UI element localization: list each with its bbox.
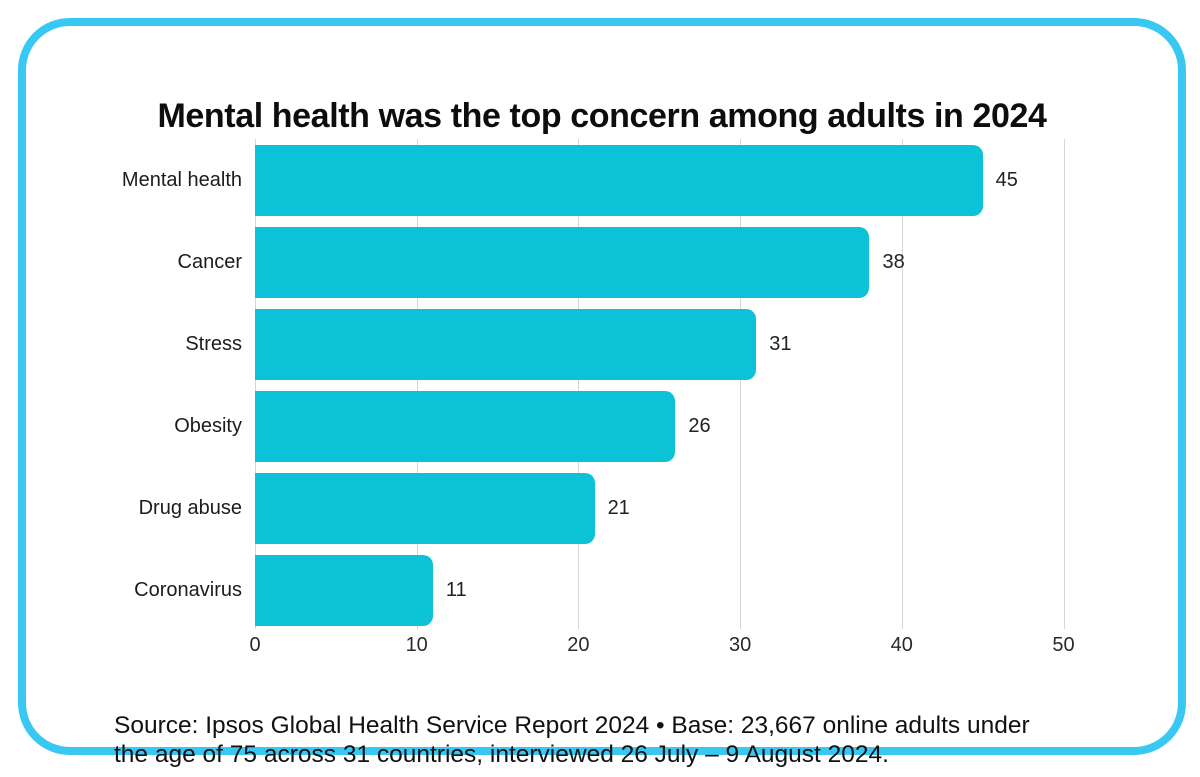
- category-label: Cancer: [177, 251, 242, 273]
- gridline: [255, 139, 256, 629]
- plot-area: 45 38 31 26 21 11: [255, 139, 1160, 629]
- bar-row: 38: [255, 227, 1160, 298]
- gridline: [901, 139, 903, 629]
- gridline: [578, 139, 580, 629]
- bar: [255, 309, 757, 380]
- gridline: [416, 139, 418, 629]
- gridline: [1063, 139, 1065, 629]
- bar: [255, 145, 983, 216]
- bar-value-label: 11: [445, 579, 467, 601]
- gridline: [740, 139, 742, 629]
- x-tick-label: 0: [249, 634, 261, 656]
- x-tick-label: 10: [405, 634, 428, 656]
- x-tick-label: 40: [890, 634, 913, 656]
- category-label: Mental health: [121, 169, 242, 191]
- bar-row: 26: [255, 391, 1160, 462]
- chart-card: Mental health was the top concern among …: [18, 18, 1186, 768]
- category-axis: Mental health Cancer Stress Obesity Drug abu…: [66, 141, 242, 629]
- x-tick-label: 30: [728, 634, 752, 656]
- category-label: Coronavirus: [134, 579, 242, 601]
- source-note: Source: Ipsos Global Health Service Repo…: [114, 711, 1154, 769]
- bar: [255, 473, 595, 544]
- category-label: Drug abuse: [138, 497, 242, 519]
- bar-value-label: 21: [607, 497, 630, 519]
- bar-value-label: 26: [688, 415, 711, 437]
- category-label: Obesity: [174, 415, 242, 437]
- bar-row: 11: [255, 555, 1160, 626]
- bar: [255, 391, 676, 462]
- source-line-1: Source: Ipsos Global Health Service Repo…: [114, 711, 1030, 739]
- category-label: Stress: [185, 333, 242, 355]
- chart-title: Mental health was the top concern among …: [157, 96, 1047, 135]
- source-line-2: the age of 75 across 31 countries, inter…: [114, 740, 889, 768]
- x-tick-label: 50: [1052, 634, 1075, 656]
- bar-value-label: 45: [995, 169, 1018, 191]
- value-axis: 0 10 20 30 40 50: [249, 634, 1160, 664]
- x-tick-label: 20: [567, 634, 590, 656]
- bar-row: 21: [255, 473, 1160, 544]
- bar: [255, 555, 433, 626]
- bar-row: 31: [255, 309, 1160, 380]
- bar: [255, 227, 870, 298]
- bar-row: 45: [255, 145, 1160, 216]
- bar-value-label: 38: [882, 251, 905, 273]
- bar-value-label: 31: [769, 333, 792, 355]
